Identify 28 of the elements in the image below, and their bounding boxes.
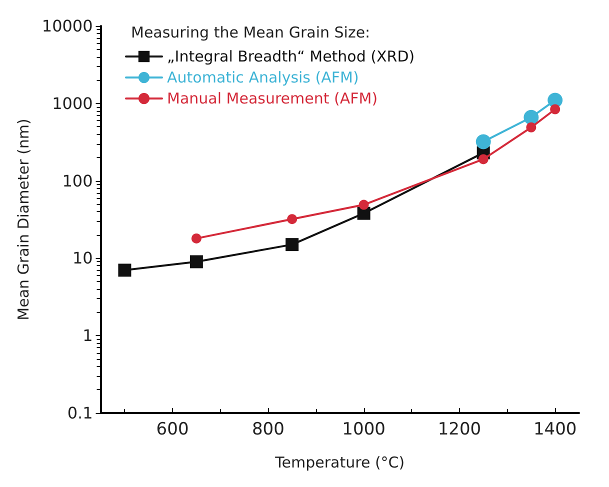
point (287, 214, 298, 224)
y-tick-label: 0.1 (67, 404, 93, 422)
y-axis-title: Mean Grain Diameter (nm) (14, 118, 32, 320)
x-tick-label: 1400 (533, 420, 577, 440)
x-tick-label: 1000 (342, 420, 386, 440)
x-tick-label: 600 (156, 420, 189, 440)
y-tick-label: 1000 (52, 94, 93, 113)
point (118, 264, 132, 277)
point (476, 134, 491, 150)
legend-label: Automatic Analysis (AFM) (167, 68, 359, 86)
legend-title: Measuring the Mean Grain Size: (131, 24, 370, 42)
point (478, 154, 488, 164)
x-axis-title: Temperature (°C) (274, 454, 405, 472)
point (524, 110, 539, 125)
point (358, 200, 369, 210)
x-tick-label: 1200 (438, 420, 482, 440)
y-tick-label: 10 (72, 248, 93, 268)
legend-label: Manual Measurement (AFM) (167, 90, 378, 108)
y-tick-label: 10000 (42, 16, 93, 36)
point (526, 122, 536, 132)
point (190, 255, 203, 268)
y-tick-label: 100 (62, 171, 93, 190)
x-tick-label: 800 (252, 420, 284, 440)
legend-label: „Integral Breadth“ Method (XRD) (167, 48, 415, 66)
point (286, 238, 299, 252)
point (550, 104, 560, 114)
point (191, 233, 202, 244)
y-tick-label: 1 (82, 326, 93, 346)
